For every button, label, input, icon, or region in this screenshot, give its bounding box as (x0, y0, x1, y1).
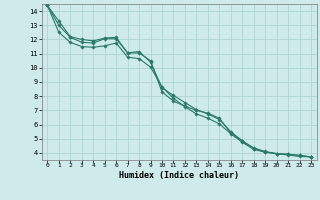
X-axis label: Humidex (Indice chaleur): Humidex (Indice chaleur) (119, 171, 239, 180)
